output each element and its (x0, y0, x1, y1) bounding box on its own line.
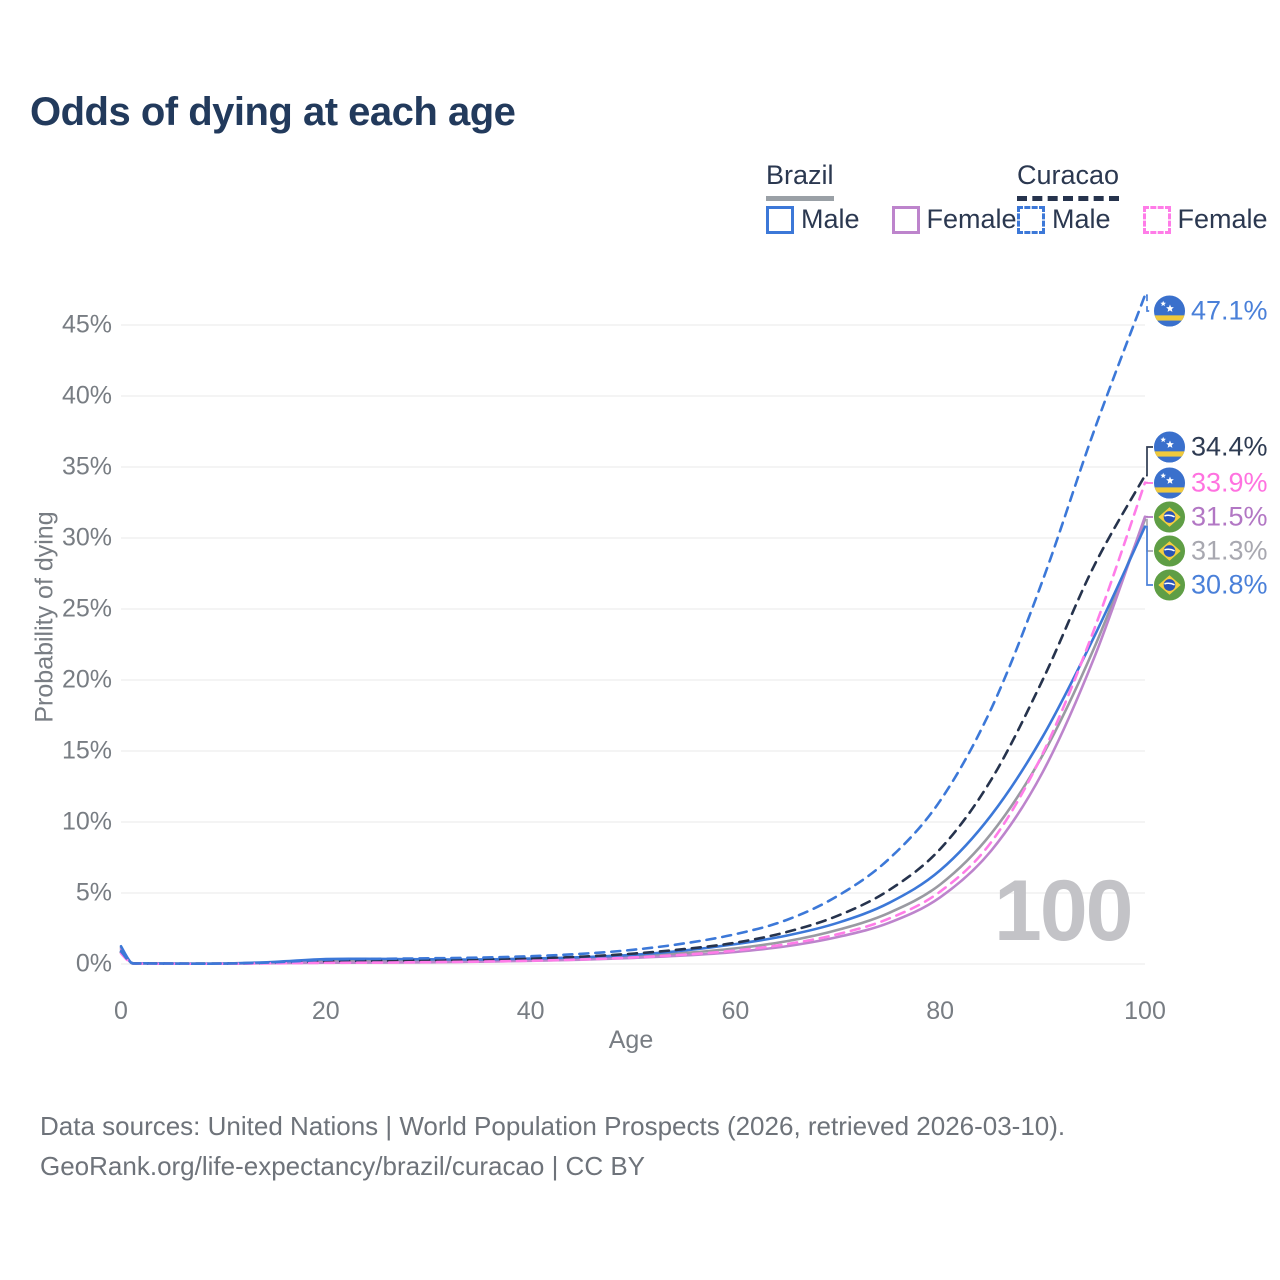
end-label-brazil-male: 30.8% (1153, 569, 1268, 602)
label-connectors (1146, 294, 1153, 586)
legend-row-brazil: Male Female (766, 204, 1049, 235)
legend-label-curacao-female: Female (1177, 204, 1268, 234)
legend-label-brazil-male: Male (801, 204, 860, 234)
legend-item-brazil-female[interactable]: Female (891, 204, 1017, 235)
curacao-male-swatch-icon (1017, 205, 1045, 234)
brazil-flag-icon (1153, 569, 1186, 602)
x-tick-label-80: 80 (926, 997, 955, 1025)
series-line-curacao-total (119, 474, 1147, 966)
end-value: 31.3% (1191, 535, 1268, 566)
legend-item-curacao-male[interactable]: Male (1017, 204, 1111, 235)
series-line-brazil-total (119, 518, 1147, 965)
legend-label-curacao-male: Male (1052, 204, 1111, 234)
x-tick-label-40: 40 (516, 997, 545, 1025)
y-tick-label-20: 20% (61, 665, 112, 694)
y-tick-label-40: 40% (61, 381, 112, 410)
y-tick-label-10: 10% (61, 807, 112, 836)
legend-row-curacao: Male Female (1017, 204, 1280, 235)
y-tick-label-30: 30% (61, 523, 112, 552)
series-curves (119, 293, 1147, 966)
y-tick-label-5: 5% (75, 878, 112, 907)
legend-group-brazil: Brazil (766, 160, 834, 201)
end-label-curacao-total: 34.4% (1153, 431, 1268, 464)
brazil-female-swatch-icon (891, 205, 920, 234)
end-value: 47.1% (1191, 295, 1268, 326)
footer-attribution: GeoRank.org/life-expectancy/brazil/curac… (40, 1151, 646, 1181)
age-watermark: 100 (994, 863, 1134, 959)
end-label-brazil-female: 31.5% (1153, 501, 1268, 534)
end-value: 30.8% (1191, 569, 1268, 600)
series-line-brazil-male (119, 525, 1147, 966)
gridlines (121, 324, 1145, 965)
footer-data-sources: Data sources: United Nations | World Pop… (40, 1111, 1066, 1141)
brazil-flag-icon (1153, 535, 1186, 568)
y-tick-label-15: 15% (61, 736, 112, 765)
page-title: Odds of dying at each age (30, 90, 516, 134)
y-tick-label-25: 25% (61, 594, 112, 623)
end-label-curacao-female: 33.9% (1153, 467, 1268, 500)
legend-curacao-header[interactable]: Curacao (1017, 160, 1120, 201)
end-label-brazil-total: 31.3% (1153, 535, 1268, 568)
curacao-flag-icon (1153, 467, 1186, 500)
curacao-flag-icon (1153, 431, 1186, 464)
series-line-curacao-female (119, 481, 1147, 966)
y-tick-label-35: 35% (61, 452, 112, 481)
end-label-curacao-male: 47.1% (1153, 295, 1268, 328)
x-axis-title: Age (608, 1026, 654, 1054)
y-tick-label-0: 0% (75, 949, 112, 978)
x-tick-label-100: 100 (1124, 997, 1166, 1025)
end-value: 31.5% (1191, 501, 1268, 532)
legend-brazil-header[interactable]: Brazil (766, 160, 834, 201)
curacao-female-swatch-icon (1142, 205, 1171, 234)
brazil-male-swatch-icon (766, 205, 794, 234)
legend-label-brazil-female: Female (926, 204, 1017, 234)
legend-item-curacao-female[interactable]: Female (1142, 204, 1268, 235)
legend-group-curacao: Curacao (1017, 160, 1120, 201)
end-value: 33.9% (1191, 467, 1268, 498)
series-line-brazil-female (119, 515, 1147, 965)
end-value: 34.4% (1191, 431, 1268, 462)
x-tick-label-60: 60 (721, 997, 750, 1025)
footer: Data sources: United Nations | World Pop… (40, 1106, 1065, 1186)
brazil-flag-icon (1153, 501, 1186, 534)
y-tick-label-45: 45% (61, 310, 112, 339)
x-tick-label-20: 20 (311, 997, 340, 1025)
legend-item-brazil-male[interactable]: Male (766, 204, 860, 235)
series-line-curacao-male (119, 293, 1147, 965)
x-tick-label-0: 0 (114, 997, 128, 1025)
curacao-flag-icon (1153, 295, 1186, 328)
